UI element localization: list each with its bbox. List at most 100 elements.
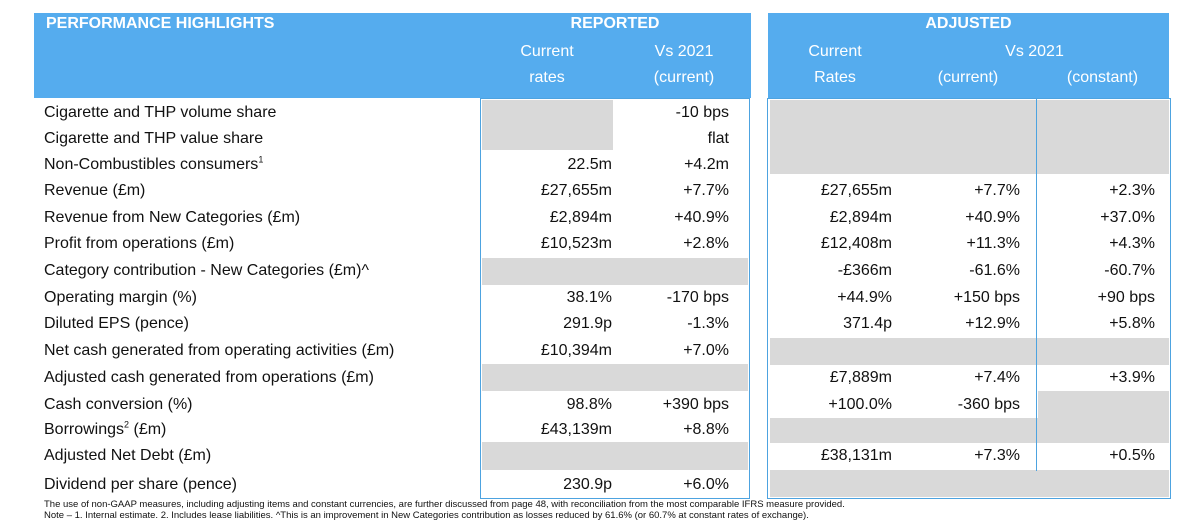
header-band-left [34, 13, 751, 98]
table-title: PERFORMANCE HIGHLIGHTS [46, 15, 275, 32]
row-label-text: Net cash generated from operating activi… [44, 342, 395, 359]
adjusted-vs-2021-constant-value: +2.3% [1109, 182, 1155, 199]
reported-vs-2021-value: -170 bps [666, 289, 729, 306]
rep-current-heading-2: rates [529, 69, 565, 86]
grey-fill [770, 338, 1169, 365]
reported-vs-2021-value: +390 bps [662, 396, 729, 413]
row-label-text: Cash conversion (%) [44, 396, 193, 413]
grey-fill [1038, 391, 1169, 443]
reported-current-value: 291.9p [563, 315, 612, 332]
reported-vs-2021-value: +2.8% [683, 235, 729, 252]
adjusted-vs-2021-constant-value: +5.8% [1109, 315, 1155, 332]
reported-vs-2021-value: +4.2m [684, 156, 729, 173]
rep-current-heading-1: Current [520, 43, 574, 60]
adjusted-vs-2021-constant-value: +4.3% [1109, 235, 1155, 252]
row-label-text: Revenue (£m) [44, 182, 146, 199]
adjusted-vs-2021-constant-value: +37.0% [1100, 209, 1155, 226]
adjusted-current-value: £12,408m [820, 235, 892, 252]
constant-divider [1036, 98, 1038, 471]
adj-vs-heading: Vs 2021 [1005, 43, 1064, 60]
adjusted-current-value: 371.4p [843, 315, 892, 332]
row-label: Diluted EPS (pence) [44, 314, 189, 334]
adj-vs-current-heading: (current) [937, 69, 999, 86]
header-band-right [768, 13, 1169, 98]
reported-current-value: 230.9p [563, 476, 612, 493]
reported-vs-2021-value: +7.0% [683, 342, 729, 359]
footnote-notes: Note – 1. Internal estimate. 2. Includes… [44, 510, 809, 521]
reported-current-value: £43,139m [540, 421, 612, 438]
adjusted-vs-2021-current-value: +7.3% [974, 447, 1020, 464]
reported-vs-2021-value: +8.8% [683, 421, 729, 438]
adjusted-vs-2021-current-value: +11.3% [966, 235, 1020, 252]
adjusted-vs-2021-current-value: +7.4% [974, 369, 1020, 386]
rep-vs-heading-2: (current) [653, 69, 715, 86]
row-label-text: Adjusted cash generated from operations … [44, 369, 374, 386]
grey-fill [770, 100, 1169, 174]
rep-vs-heading-1: Vs 2021 [654, 43, 714, 60]
reported-current-value: £10,523m [540, 235, 612, 252]
reported-current-value: £10,394m [540, 342, 612, 359]
reported-current-value: 38.1% [566, 289, 612, 306]
adjusted-vs-2021-constant-value: +0.5% [1109, 447, 1155, 464]
row-label-text: Cigarette and THP volume share [44, 104, 277, 121]
adjusted-vs-2021-current-value: +40.9% [965, 209, 1020, 226]
adjusted-vs-2021-current-value: -61.6% [969, 262, 1020, 279]
row-label: Dividend per share (pence) [44, 475, 237, 495]
row-label-suffix: (£m) [129, 421, 167, 438]
row-label: Adjusted Net Debt (£m) [44, 446, 211, 466]
row-label-text: Cigarette and THP value share [44, 130, 264, 147]
reported-vs-2021-value: flat [707, 130, 729, 147]
row-label-text: Borrowings [44, 421, 125, 438]
footnote-marker: 1 [258, 154, 264, 165]
adjusted-vs-2021-current-value: +150 bps [953, 289, 1020, 306]
row-label: Operating margin (%) [44, 288, 197, 308]
reported-vs-2021-value: -10 bps [675, 104, 729, 121]
adj-current-heading-2: Rates [814, 69, 856, 86]
row-label-text: Non-Combustibles consumers [44, 156, 259, 173]
row-label-text: Revenue from New Categories (£m) [44, 209, 301, 226]
reported-vs-2021-value: +6.0% [683, 476, 729, 493]
adjusted-frame [767, 98, 1171, 499]
row-label: Cigarette and THP value share [44, 129, 263, 149]
adjusted-current-value: +100.0% [828, 396, 892, 413]
reported-frame [480, 98, 750, 499]
grey-fill [482, 258, 748, 285]
row-label-text: Profit from operations (£m) [44, 235, 235, 252]
row-label-text: Diluted EPS (pence) [44, 315, 189, 332]
adjusted-heading: ADJUSTED [925, 15, 1012, 32]
row-label-text: Dividend per share (pence) [44, 476, 237, 493]
reported-vs-2021-value: -1.3% [687, 315, 729, 332]
footnote-non-gaap: The use of non-GAAP measures, including … [44, 499, 845, 510]
adj-current-heading-1: Current [808, 43, 862, 60]
adjusted-vs-2021-current-value: +7.7% [974, 182, 1020, 199]
row-label-text: Operating margin (%) [44, 289, 197, 306]
grey-fill [482, 364, 748, 391]
footnote-marker: 2 [124, 419, 130, 430]
adjusted-current-value: £27,655m [820, 182, 892, 199]
row-label: Non-Combustibles consumers1 [44, 155, 263, 175]
reported-current-value: £27,655m [540, 182, 612, 199]
row-label: Profit from operations (£m) [44, 234, 234, 254]
grey-fill [482, 100, 613, 150]
adj-vs-constant-heading: (constant) [1066, 69, 1139, 86]
row-label: Cigarette and THP volume share [44, 103, 276, 123]
adjusted-vs-2021-constant-value: +90 bps [1097, 289, 1155, 306]
reported-current-value: 98.8% [566, 396, 612, 413]
row-label-text: Adjusted Net Debt (£m) [44, 447, 212, 464]
row-label: Cash conversion (%) [44, 395, 193, 415]
adjusted-current-value: £2,894m [829, 209, 892, 226]
adjusted-vs-2021-current-value: +12.9% [965, 315, 1020, 332]
adjusted-vs-2021-constant-value: +3.9% [1109, 369, 1155, 386]
reported-current-value: 22.5m [567, 156, 612, 173]
reported-vs-2021-value: +40.9% [674, 209, 729, 226]
grey-fill [482, 442, 748, 470]
adjusted-vs-2021-current-value: -360 bps [957, 396, 1020, 413]
row-label: Borrowings2 (£m) [44, 420, 166, 440]
adjusted-current-value: £38,131m [820, 447, 892, 464]
row-label: Revenue (£m) [44, 181, 145, 201]
adjusted-vs-2021-constant-value: -60.7% [1104, 262, 1155, 279]
row-label: Category contribution - New Categories (… [44, 261, 369, 281]
row-label: Revenue from New Categories (£m) [44, 208, 300, 228]
row-label: Net cash generated from operating activi… [44, 341, 394, 361]
reported-vs-2021-value: +7.7% [683, 182, 729, 199]
